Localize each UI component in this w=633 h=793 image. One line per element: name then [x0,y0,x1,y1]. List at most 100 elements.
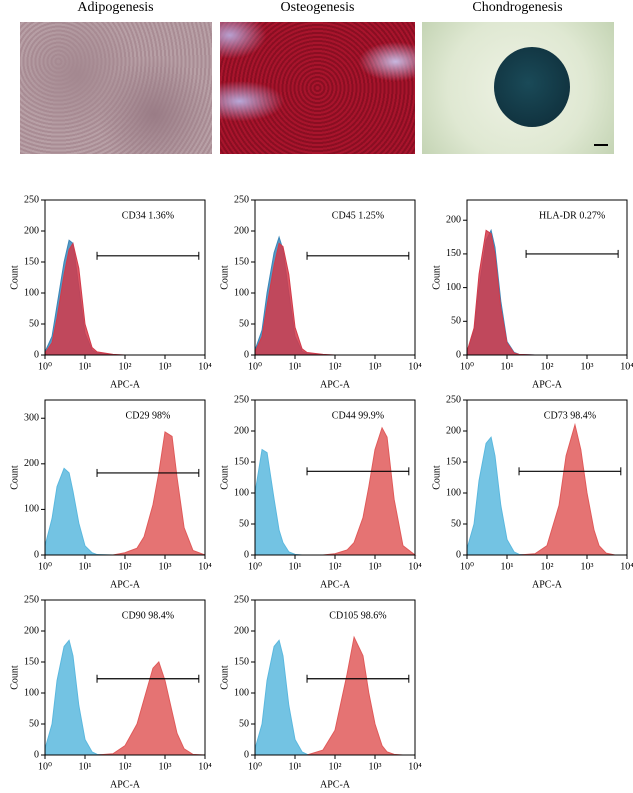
y-axis-label: Count [431,265,442,290]
y-tick-label: 250 [446,394,461,405]
y-tick-label: 200 [24,458,39,469]
adipogenesis-image [20,22,212,154]
chondrogenesis-image [422,22,614,154]
x-tick-label: 10² [329,761,342,772]
y-tick-label: 200 [24,225,39,236]
x-axis-label: APC-A [110,579,141,590]
x-tick-label: 10³ [369,561,382,572]
x-tick-label: 10⁴ [408,561,422,572]
x-tick-label: 10⁰ [248,361,262,372]
y-tick-label: 100 [24,687,39,698]
y-tick-label: 50 [29,718,39,729]
gate-annotation: CD73 98.4% [544,410,596,421]
histogram [44,639,205,756]
y-axis-label: Count [9,465,20,490]
y-tick-label: 0 [34,749,39,760]
y-tick-label: 200 [446,425,461,436]
x-tick-label: 10⁴ [620,561,633,572]
y-tick-label: 50 [29,318,39,329]
histogram [466,229,627,356]
osteogenesis-image [220,22,415,154]
x-tick-label: 10⁴ [408,761,422,772]
histogram [44,242,205,356]
y-tick-label: 150 [446,456,461,467]
y-tick-label: 250 [24,194,39,205]
y-tick-label: 100 [24,504,39,515]
x-axis-label: APC-A [110,379,141,390]
x-tick-label: 10³ [581,361,594,372]
y-axis-label: Count [9,665,20,690]
x-tick-label: 10³ [369,361,382,372]
x-tick-label: 10⁰ [248,761,262,772]
image-title: Osteogenesis [280,0,355,15]
y-tick-label: 100 [234,687,249,698]
x-tick-label: 10⁴ [198,361,212,372]
x-tick-label: 10⁴ [620,361,633,372]
y-tick-label: 200 [234,225,249,236]
y-tick-label: 50 [239,718,249,729]
x-tick-label: 10⁰ [38,561,52,572]
y-tick-label: 250 [234,194,249,205]
image-title: Adipogenesis [77,0,154,15]
x-tick-label: 10³ [159,561,172,572]
x-tick-label: 10⁰ [38,761,52,772]
x-tick-label: 10³ [159,761,172,772]
y-tick-label: 0 [34,349,39,360]
y-axis-label: Count [219,265,230,290]
y-tick-label: 150 [446,248,461,259]
y-tick-label: 300 [24,413,39,424]
gate-annotation: CD44 99.9% [332,410,384,421]
gate-annotation: HLA-DR 0.27% [539,210,605,221]
y-tick-label: 200 [446,215,461,226]
x-axis-label: APC-A [532,379,563,390]
histogram [254,242,415,356]
y-tick-label: 50 [451,518,461,529]
y-tick-label: 150 [24,656,39,667]
x-axis-label: APC-A [532,579,563,590]
y-tick-label: 0 [456,549,461,560]
image-title: Chondrogenesis [472,0,563,15]
y-tick-label: 150 [234,456,249,467]
gate-annotation: CD105 98.6% [329,610,386,621]
y-axis-label: Count [431,465,442,490]
y-axis-label: Count [9,265,20,290]
y-tick-label: 50 [451,316,461,327]
x-tick-label: 10⁰ [460,561,474,572]
x-axis-label: APC-A [320,779,351,790]
y-tick-label: 100 [234,287,249,298]
x-tick-label: 10⁴ [198,761,212,772]
x-tick-label: 10¹ [289,561,302,572]
y-tick-label: 100 [446,282,461,293]
y-tick-label: 0 [244,749,249,760]
gate-annotation: CD29 98% [126,410,171,421]
gate-annotation: CD90 98.4% [122,610,174,621]
x-tick-label: 10³ [369,761,382,772]
y-tick-label: 50 [239,518,249,529]
y-tick-label: 200 [234,425,249,436]
y-tick-label: 0 [244,549,249,560]
x-tick-label: 10³ [581,561,594,572]
x-tick-label: 10¹ [289,361,302,372]
x-tick-label: 10² [541,361,554,372]
y-tick-label: 200 [234,625,249,636]
x-tick-label: 10¹ [289,761,302,772]
x-tick-label: 10⁴ [198,561,212,572]
x-tick-label: 10² [119,361,132,372]
y-tick-label: 100 [234,487,249,498]
x-tick-label: 10⁰ [460,361,474,372]
y-tick-label: 0 [34,549,39,560]
x-tick-label: 10⁴ [408,361,422,372]
y-tick-label: 250 [234,394,249,405]
x-tick-label: 10⁰ [248,561,262,572]
x-tick-label: 10⁰ [38,361,52,372]
x-axis-label: APC-A [110,779,141,790]
gate-annotation: CD34 1.36% [122,210,174,221]
x-tick-label: 10¹ [501,361,514,372]
gate-annotation: CD45 1.25% [332,210,384,221]
x-axis-label: APC-A [320,379,351,390]
y-tick-label: 100 [446,487,461,498]
y-tick-label: 250 [24,594,39,605]
y-tick-label: 100 [24,287,39,298]
